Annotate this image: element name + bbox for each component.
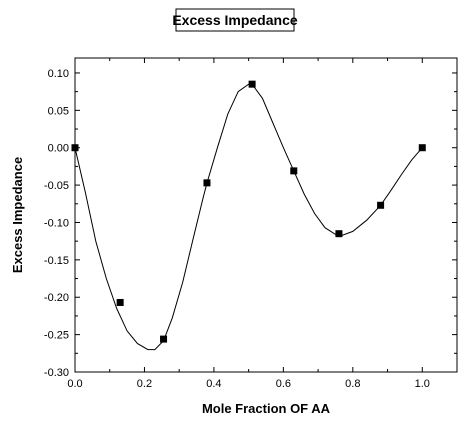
data-point-marker: [335, 230, 343, 238]
data-point-marker: [377, 201, 385, 209]
data-point-marker: [116, 298, 124, 306]
data-point-marker: [418, 144, 426, 152]
data-point-marker: [160, 335, 168, 343]
data-points: [71, 80, 426, 343]
chart-title-box: [175, 8, 295, 32]
y-axis-title: Excess Impedance: [10, 157, 25, 273]
chart-title: Excess Impedance: [172, 12, 298, 28]
x-tick-label: 0.6: [276, 378, 291, 390]
y-tick-label: -0.20: [44, 292, 69, 304]
y-tick-label: 0.00: [48, 143, 69, 155]
y-tick-label: -0.30: [44, 367, 69, 379]
x-axis-title: Mole Fraction OF AA: [202, 401, 331, 416]
y-axis: 0.10 0.05 0.00 -0.05 -0.10 -0.15 -0.20 -0.25 -0.…: [44, 68, 457, 379]
plot-area-frame: [74, 57, 458, 373]
x-tick-label: 0.4: [206, 378, 221, 390]
y-tick-label: -0.05: [44, 180, 69, 192]
x-tick-label: 1.0: [415, 378, 430, 390]
y-tick-label: -0.15: [44, 255, 69, 267]
x-tick-label: 0.0: [67, 378, 82, 390]
x-tick-label: 0.8: [345, 378, 360, 390]
y-tick-label: 0.10: [48, 68, 69, 80]
data-point-marker: [203, 179, 211, 187]
y-tick-label: -0.10: [44, 217, 69, 229]
data-point-marker: [290, 167, 298, 175]
y-tick-label: -0.25: [44, 330, 69, 342]
chart-title-group: Excess Impedance: [172, 8, 298, 32]
x-axis: 0.0 0.2 0.4 0.6 0.8 1.0: [67, 58, 430, 390]
data-point-marker: [71, 144, 79, 152]
y-tick-label: 0.05: [48, 105, 69, 117]
x-tick-label: 0.2: [137, 378, 152, 390]
fitted-curve-line: [74, 83, 423, 351]
data-point-marker: [248, 80, 256, 88]
